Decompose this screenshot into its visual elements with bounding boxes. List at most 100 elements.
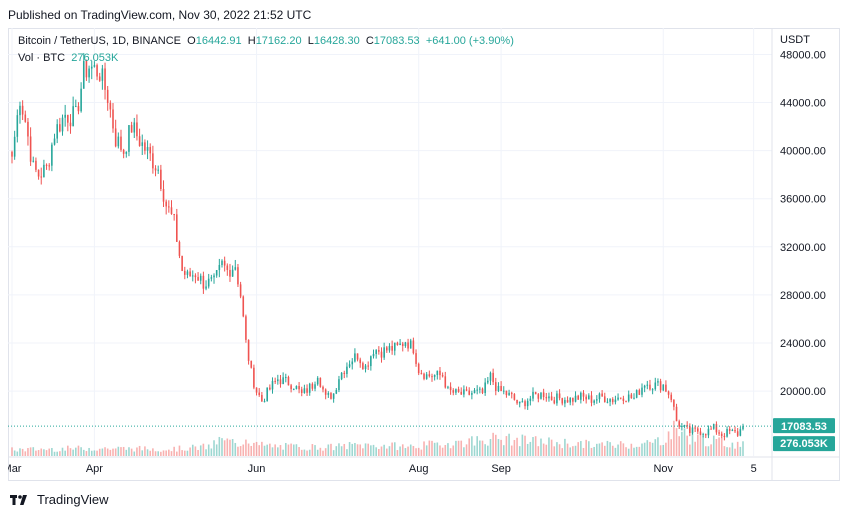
volume-bar bbox=[295, 444, 298, 456]
volume-bar bbox=[226, 438, 229, 456]
tradingview-footer[interactable]: TradingView bbox=[10, 492, 109, 507]
volume-bar bbox=[697, 434, 699, 456]
volume-bar bbox=[96, 450, 98, 456]
candle-body bbox=[226, 265, 229, 270]
candle-body bbox=[133, 122, 136, 133]
candle-body bbox=[516, 399, 518, 404]
candle-body bbox=[380, 351, 383, 358]
candle-body bbox=[90, 66, 93, 69]
volume-bar bbox=[231, 439, 234, 456]
candle-body bbox=[455, 389, 457, 393]
volume-bar bbox=[258, 445, 261, 456]
candle-body bbox=[287, 377, 290, 386]
volume-bar bbox=[614, 447, 617, 456]
volume-bar bbox=[500, 439, 502, 456]
volume-bar bbox=[580, 441, 582, 456]
price-axis[interactable]: 48000.00 44000.00 40000.00 36000.00 32000.00… bbox=[780, 49, 826, 398]
volume-bar bbox=[67, 445, 69, 456]
volume-bar bbox=[255, 441, 258, 456]
candle-body bbox=[726, 428, 728, 437]
candle-body bbox=[412, 340, 415, 354]
volume-bar bbox=[521, 434, 524, 456]
open-label: O bbox=[187, 35, 196, 47]
candle-body bbox=[64, 114, 66, 118]
candle-body bbox=[154, 168, 157, 171]
candle-body bbox=[114, 128, 117, 147]
candle-body bbox=[210, 277, 213, 279]
candle-body bbox=[16, 115, 19, 137]
volume-bar bbox=[447, 443, 449, 456]
candle-body bbox=[532, 391, 534, 399]
candle-body bbox=[739, 429, 742, 436]
candle-body bbox=[263, 401, 266, 403]
volume-bar bbox=[53, 451, 56, 456]
volume-bar bbox=[375, 447, 377, 456]
volume-bar bbox=[69, 448, 72, 456]
volume-bar bbox=[282, 449, 284, 456]
candle-body bbox=[356, 353, 359, 360]
candle-body bbox=[367, 365, 369, 367]
volume-bar bbox=[694, 441, 696, 456]
candle-body bbox=[35, 160, 37, 170]
candle-body bbox=[673, 399, 675, 407]
volume-bar bbox=[154, 451, 157, 456]
candle-body bbox=[569, 397, 572, 403]
candle-body bbox=[346, 366, 348, 374]
volume-bar bbox=[378, 448, 380, 456]
volume-bar bbox=[364, 443, 367, 456]
last-volume-badge-text: 276.053K bbox=[780, 438, 828, 450]
candle-body bbox=[548, 396, 550, 399]
volume-bar bbox=[585, 439, 587, 456]
volume-bar bbox=[90, 450, 93, 456]
candle-body bbox=[683, 425, 686, 427]
candle-body bbox=[439, 370, 441, 376]
x-tick-label: Aug bbox=[409, 463, 429, 475]
volume-bar bbox=[19, 448, 21, 456]
symbol-title[interactable]: Bitcoin / TetherUS, 1D, BINANCE bbox=[18, 35, 182, 47]
volume-bar bbox=[492, 432, 494, 456]
volume-bar bbox=[625, 447, 627, 456]
volume-bar bbox=[189, 447, 191, 456]
candle-body bbox=[96, 65, 98, 77]
volume-bar bbox=[205, 449, 207, 456]
candle-body bbox=[364, 365, 367, 370]
candle-body bbox=[651, 389, 654, 391]
candle-body bbox=[436, 370, 439, 375]
volume-bar bbox=[404, 448, 407, 456]
candle-body bbox=[93, 65, 96, 67]
candle-body bbox=[574, 395, 577, 402]
volume-bar bbox=[117, 446, 120, 456]
candle-body bbox=[181, 255, 183, 271]
volume-bar bbox=[152, 448, 154, 456]
candle-body bbox=[643, 385, 646, 388]
volume-bar bbox=[194, 446, 197, 456]
y-tick-label: 36000.00 bbox=[780, 194, 826, 206]
volume-legend: Vol · BTC 276.053K bbox=[18, 52, 118, 64]
volume-label[interactable]: Vol · BTC bbox=[18, 52, 66, 64]
candle-body bbox=[609, 399, 611, 402]
volume-bar bbox=[104, 447, 106, 456]
volume-bar bbox=[245, 439, 247, 456]
candle-body bbox=[170, 207, 173, 215]
x-tick-label: Jun bbox=[248, 463, 266, 475]
volume-bar bbox=[489, 439, 492, 456]
candle-body bbox=[324, 389, 327, 395]
volume-bar bbox=[659, 445, 662, 456]
volume-bar bbox=[468, 438, 471, 456]
candle-body bbox=[59, 124, 61, 132]
candle-body bbox=[229, 269, 231, 277]
candle-body bbox=[524, 401, 526, 407]
candle-body bbox=[580, 392, 582, 400]
candle-body bbox=[728, 428, 731, 431]
candle-body bbox=[564, 400, 566, 404]
time-axis[interactable]: Mar Apr Jun Aug Sep Nov 5 bbox=[8, 463, 757, 475]
volume-bar bbox=[27, 448, 29, 456]
volume-bar bbox=[37, 450, 40, 456]
candle-body bbox=[327, 393, 330, 395]
candle-body bbox=[675, 406, 678, 422]
candle-body bbox=[261, 394, 263, 402]
candle-body bbox=[471, 393, 473, 395]
candle-body bbox=[117, 136, 120, 147]
candlestick-chart[interactable]: 48000.00 44000.00 40000.00 36000.00 32000.00… bbox=[8, 28, 840, 481]
volume-bar bbox=[534, 436, 537, 456]
